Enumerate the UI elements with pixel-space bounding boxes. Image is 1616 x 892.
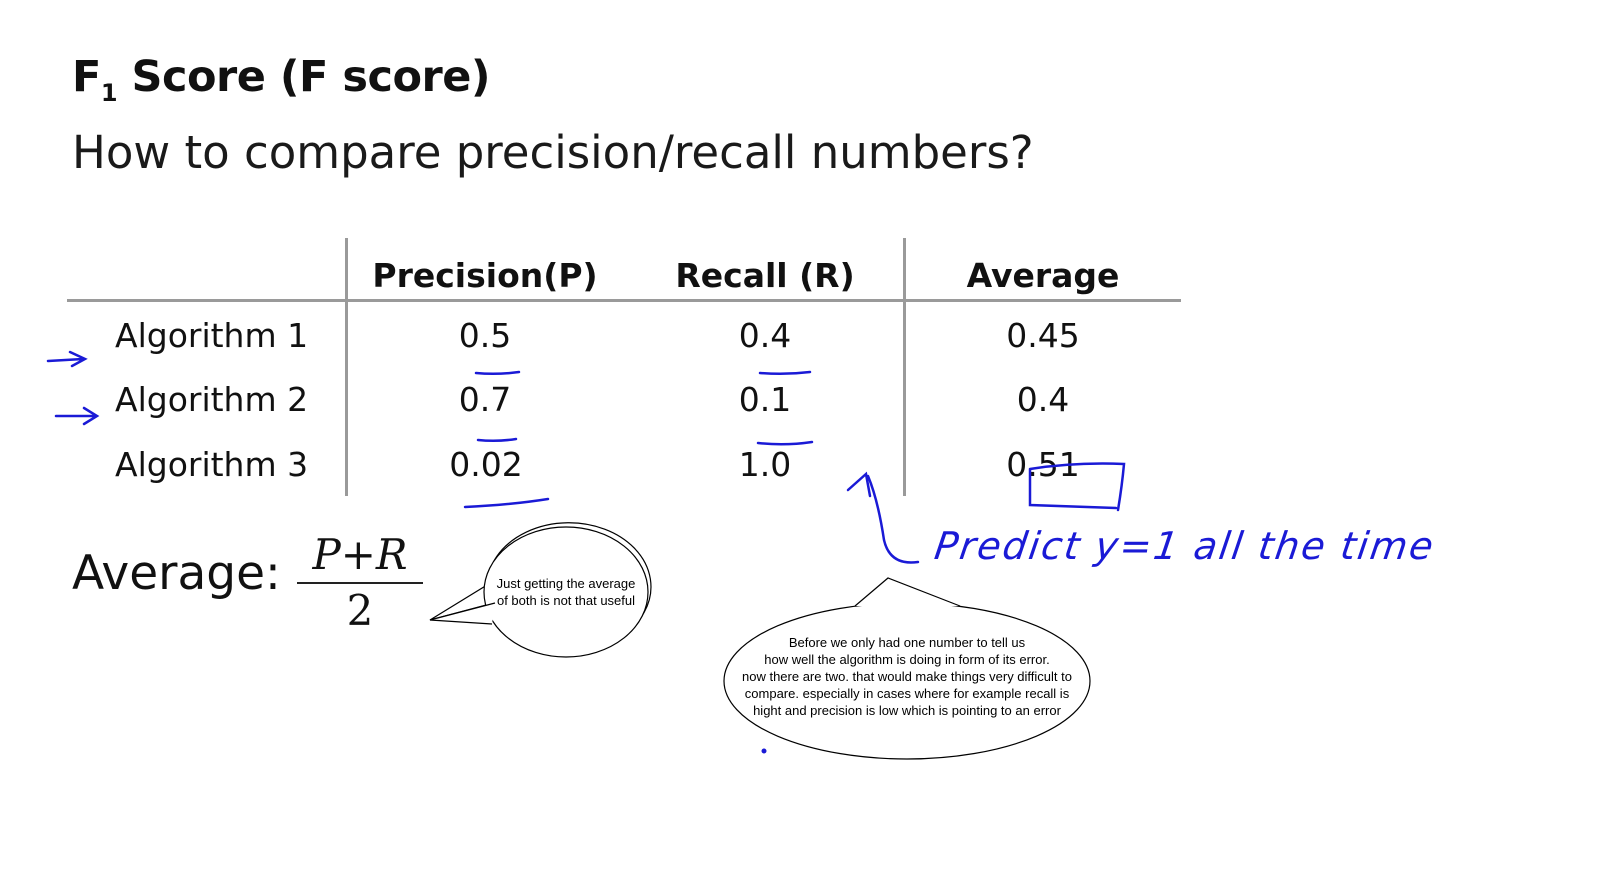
cell-precision-2: 0.7: [458, 380, 512, 419]
cell-precision-3: 0.02: [449, 445, 523, 484]
underline-recall-1: [758, 370, 812, 376]
table-header-rule: [67, 299, 1181, 302]
underline-precision-1: [474, 370, 521, 376]
ink-dot: [761, 748, 767, 754]
small-bubble-tail: [429, 602, 496, 625]
small-bubble-text: Just getting the average of both is not …: [496, 576, 636, 608]
curved-arrow-icon: [866, 474, 920, 564]
formula-denominator: 2: [346, 586, 374, 635]
large-bubble-text: Before we only had one number to tell us…: [742, 635, 1072, 718]
cell-precision-1: 0.5: [458, 316, 512, 355]
slide-title: F1 Score (F score): [72, 52, 491, 107]
fraction-bar: [297, 582, 423, 584]
title-rest: Score (F score): [117, 52, 491, 102]
title-f: F: [72, 52, 101, 102]
slide-subtitle: How to compare precision/recall numbers?: [72, 126, 1034, 179]
arrow-algorithm-2-icon: [54, 406, 100, 426]
underline-recall-2: [756, 440, 814, 446]
header-recall: Recall (R): [675, 256, 855, 295]
cell-recall-1: 0.4: [738, 316, 792, 355]
large-bubble-tail: [854, 577, 961, 607]
cell-average-1: 0.45: [1006, 316, 1080, 355]
header-average: Average: [966, 256, 1120, 295]
cell-average-2: 0.4: [1016, 380, 1070, 419]
handwritten-note: Predict y=1 all the time: [931, 524, 1438, 568]
formula-numerator: P+R: [312, 530, 408, 579]
formula-label: Average:: [72, 546, 281, 601]
cell-average-3: 0.51: [1006, 445, 1080, 484]
row-label-algorithm-1: Algorithm 1: [115, 316, 309, 355]
arrow-head-icon: [846, 471, 872, 498]
header-precision: Precision(P): [372, 256, 598, 295]
table-divider-left: [345, 238, 348, 496]
underline-precision-2: [476, 437, 518, 443]
cell-recall-3: 1.0: [738, 445, 792, 484]
cell-recall-2: 0.1: [738, 380, 792, 419]
row-label-algorithm-3: Algorithm 3: [115, 445, 309, 484]
row-label-algorithm-2: Algorithm 2: [115, 380, 309, 419]
average-formula: P+R 2: [297, 532, 423, 634]
title-subscript: 1: [100, 79, 118, 107]
arrow-algorithm-1-icon: [46, 350, 88, 368]
underline-precision-3: [463, 497, 550, 509]
table-divider-right: [903, 238, 906, 496]
